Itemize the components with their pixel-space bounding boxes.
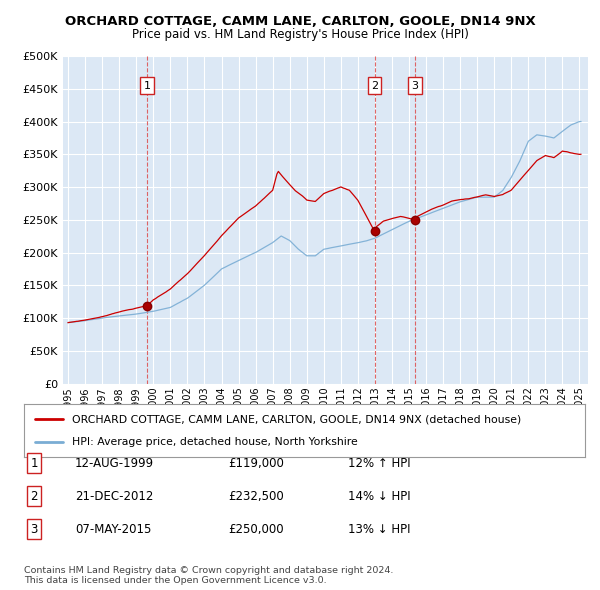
Text: 1: 1 <box>143 80 151 90</box>
Text: 3: 3 <box>31 523 38 536</box>
Text: £232,500: £232,500 <box>228 490 284 503</box>
Text: 3: 3 <box>412 80 418 90</box>
Text: £250,000: £250,000 <box>228 523 284 536</box>
Text: 12% ↑ HPI: 12% ↑ HPI <box>348 457 410 470</box>
Text: 1: 1 <box>31 457 38 470</box>
Text: ORCHARD COTTAGE, CAMM LANE, CARLTON, GOOLE, DN14 9NX: ORCHARD COTTAGE, CAMM LANE, CARLTON, GOO… <box>65 15 535 28</box>
Text: 07-MAY-2015: 07-MAY-2015 <box>75 523 151 536</box>
Text: £119,000: £119,000 <box>228 457 284 470</box>
Text: 2: 2 <box>31 490 38 503</box>
Text: 14% ↓ HPI: 14% ↓ HPI <box>348 490 410 503</box>
Text: Price paid vs. HM Land Registry's House Price Index (HPI): Price paid vs. HM Land Registry's House … <box>131 28 469 41</box>
Text: ORCHARD COTTAGE, CAMM LANE, CARLTON, GOOLE, DN14 9NX (detached house): ORCHARD COTTAGE, CAMM LANE, CARLTON, GOO… <box>71 414 521 424</box>
Text: 2: 2 <box>371 80 378 90</box>
Text: 21-DEC-2012: 21-DEC-2012 <box>75 490 154 503</box>
Text: 13% ↓ HPI: 13% ↓ HPI <box>348 523 410 536</box>
Text: 12-AUG-1999: 12-AUG-1999 <box>75 457 154 470</box>
Text: HPI: Average price, detached house, North Yorkshire: HPI: Average price, detached house, Nort… <box>71 437 358 447</box>
Text: Contains HM Land Registry data © Crown copyright and database right 2024.
This d: Contains HM Land Registry data © Crown c… <box>24 566 394 585</box>
